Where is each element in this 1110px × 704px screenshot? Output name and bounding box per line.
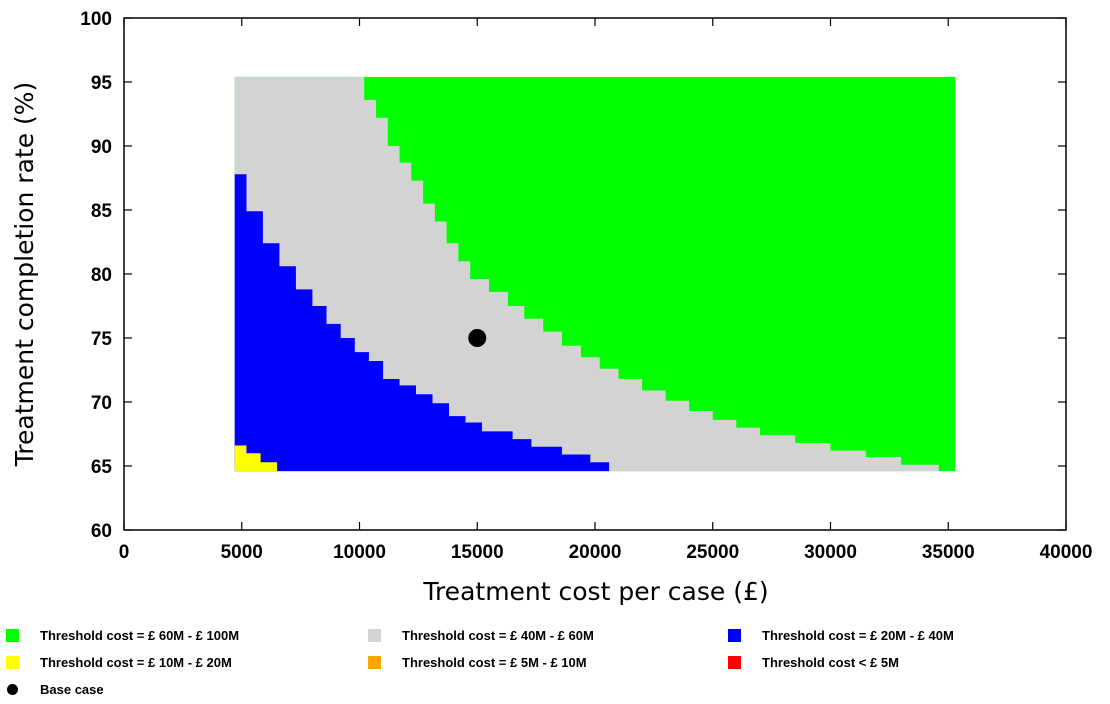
legend-item-5m-10m: Threshold cost = £ 5M - £ 10M	[368, 651, 587, 673]
legend-swatch-orange	[368, 656, 381, 669]
chart: 0 5000 10000 15000 20000 25000 30000 35000 40000…	[0, 0, 1110, 624]
legend-item-40m-60m: Threshold cost = £ 40M - £ 60M	[368, 624, 594, 646]
legend-label: Threshold cost = £ 10M - £ 20M	[40, 655, 232, 670]
x-tick-labels: 0 5000 10000 15000 20000 25000 30000 35000 40000	[119, 542, 1093, 563]
legend-item-10m-20m: Threshold cost = £ 10M - £ 20M	[6, 651, 232, 673]
y-tick-label: 90	[91, 137, 112, 158]
x-tick-label: 10000	[333, 542, 386, 563]
y-tick-label: 95	[91, 73, 113, 94]
y-tick-label: 60	[91, 521, 112, 542]
legend-item-20m-40m: Threshold cost = £ 20M - £ 40M	[728, 624, 954, 646]
legend-swatch-red	[728, 656, 741, 669]
y-tick-label: 70	[91, 393, 112, 414]
y-tick-label: 65	[91, 457, 113, 478]
legend-item-base-case: Base case	[6, 678, 104, 700]
threshold-regions	[235, 77, 956, 471]
y-tick-labels: 60 65 70 75 80 85 90 95 100	[80, 9, 112, 542]
legend-label: Threshold cost < £ 5M	[762, 655, 899, 670]
legend-swatch-grey	[368, 629, 381, 642]
y-tick-label: 75	[91, 329, 113, 350]
legend-item-60m-100m: Threshold cost = £ 60M - £ 100M	[6, 624, 239, 646]
x-tick-label: 40000	[1040, 542, 1093, 563]
x-tick-label: 35000	[922, 542, 975, 563]
y-axis-title: Treatment completion rate (%)	[10, 82, 39, 468]
y-tick-label: 100	[80, 9, 112, 30]
x-tick-label: 30000	[804, 542, 857, 563]
legend-label: Base case	[40, 682, 104, 697]
legend-label: Threshold cost = £ 40M - £ 60M	[402, 628, 594, 643]
legend: Threshold cost = £ 60M - £ 100M Threshol…	[6, 624, 1106, 704]
legend-swatch-green	[6, 629, 19, 642]
legend-label: Threshold cost = £ 60M - £ 100M	[40, 628, 239, 643]
x-tick-label: 20000	[569, 542, 622, 563]
base-case-marker	[468, 329, 486, 347]
y-tick-label: 85	[91, 201, 113, 222]
legend-swatch-yellow	[6, 656, 19, 669]
x-tick-label: 5000	[221, 542, 263, 563]
legend-swatch-blue	[728, 629, 741, 642]
x-tick-label: 25000	[686, 542, 739, 563]
legend-item-under-5m: Threshold cost < £ 5M	[728, 651, 899, 673]
y-tick-label: 80	[91, 265, 112, 286]
x-axis-title: Treatment cost per case (£)	[422, 577, 768, 606]
legend-label: Threshold cost = £ 20M - £ 40M	[762, 628, 954, 643]
x-tick-label: 0	[119, 542, 130, 563]
legend-dot-base-case	[7, 684, 18, 695]
legend-label: Threshold cost = £ 5M - £ 10M	[402, 655, 587, 670]
x-tick-label: 15000	[451, 542, 504, 563]
